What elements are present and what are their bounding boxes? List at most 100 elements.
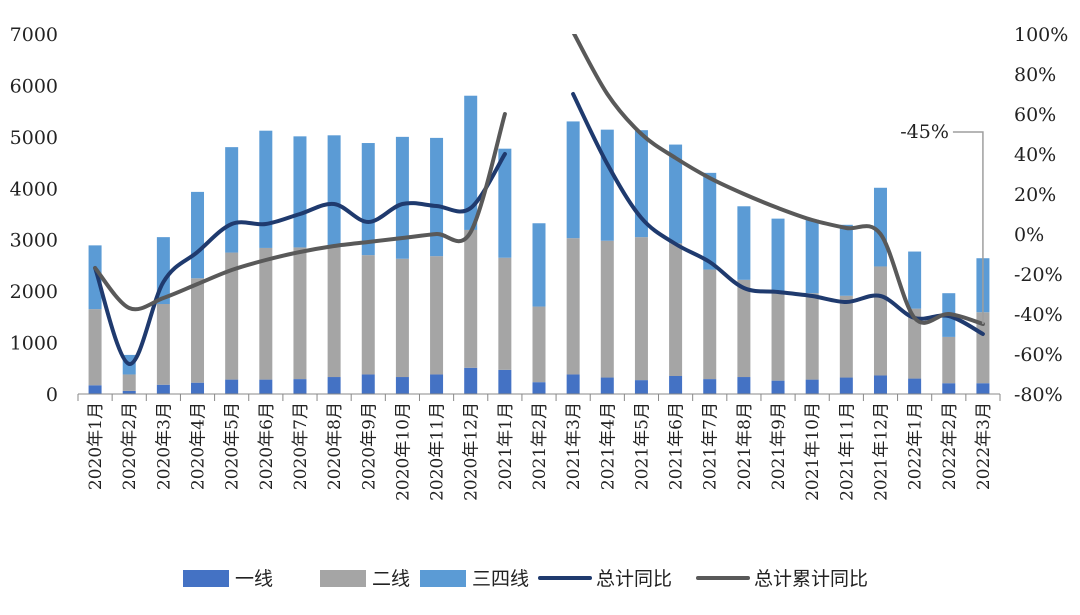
category-label: 2020年2月 [120,402,140,490]
category-label: 2021年7月 [701,402,721,490]
bar-segment [259,247,273,380]
category-label: 2021年10月 [803,402,823,501]
bar-segment [361,374,375,394]
bar-segment [908,251,922,309]
bar-segment [532,382,546,394]
category-label: 2020年1月 [86,402,106,490]
right-tick-label: 40% [1014,144,1056,166]
category-label: 2020年8月 [325,402,345,490]
bar-segment [634,237,648,381]
bar-segment [805,219,819,294]
category-label: 2020年10月 [393,402,413,501]
bar-segment [942,336,956,384]
category-label: 2021年1月 [496,402,516,490]
category-label: 2021年12月 [871,402,891,501]
bar-segment [873,375,887,394]
right-tick-label: -60% [1014,344,1063,366]
bar-segment [669,376,683,394]
category-label: 2022年3月 [974,402,994,490]
bar-segment [703,379,717,394]
bar-segment [600,240,614,378]
bar-segment [293,247,307,380]
left-tick-label: 6000 [10,75,58,97]
bar-segment [839,295,853,378]
right-tick-label: -80% [1014,384,1063,406]
bar-segment [464,229,478,368]
bar-segment [498,369,512,394]
bar-segment [361,143,375,256]
bar-segment [908,378,922,394]
bar-segment [908,308,922,379]
bar-segment [873,266,887,376]
category-label: 2020年11月 [428,402,448,501]
category-label: 2021年4月 [598,402,618,490]
bar-segment [532,306,546,383]
category-label: 2022年1月 [906,402,926,490]
bar-segment [88,245,102,310]
bar-segment [873,187,887,267]
legend-label: 二线 [372,568,410,590]
bar-segment [942,383,956,394]
right-tick-label: 20% [1014,184,1056,206]
right-tick-label: 80% [1014,64,1056,86]
left-tick-label: 2000 [10,281,58,303]
bar-segment [88,309,102,386]
category-label: 2021年8月 [735,402,755,490]
bar-segment [395,136,409,259]
bar-segment [600,377,614,394]
bar-segment [225,379,239,394]
bar-segment [293,379,307,394]
series-line [571,34,985,326]
right-tick-label: -20% [1014,264,1063,286]
left-tick-label: 4000 [10,178,58,200]
legend-label: 三四线 [472,568,529,590]
bar-segment [327,377,341,394]
bar-segment [669,144,683,244]
annotation-leader [952,131,984,324]
bar-segment [839,377,853,394]
bar-segment [737,206,751,280]
bar-segment [327,247,341,378]
bar-segment [191,278,205,383]
bar-segment [430,374,444,394]
bar-segment [430,137,444,257]
bar-segment [737,377,751,394]
category-label: 2020年4月 [189,402,209,490]
category-label: 2021年2月 [530,402,550,490]
bar-segment [703,172,717,270]
bar-segment [498,257,512,370]
bar-segment [191,382,205,394]
bar-segment [634,130,648,238]
bar-segment [566,121,580,239]
bar-segment [532,223,546,307]
bar-segment [669,243,683,376]
legend-swatch [320,570,366,587]
bar-segment [464,95,478,230]
bar-segment [566,238,580,375]
series-line [93,112,507,312]
bar-segment [839,224,853,296]
category-label: 2021年9月 [769,402,789,490]
bar-segment [122,390,136,394]
left-tick-label: 3000 [10,230,58,252]
line-layer [93,34,985,366]
bar-segment [395,377,409,394]
bar-segment [156,304,170,385]
bar-segment [771,218,785,293]
left-tick-label: 7000 [10,24,58,46]
bar-segment [361,255,375,375]
legend-label: 一线 [235,568,273,590]
category-label: 2020年9月 [359,402,379,490]
right-tick-label: 100% [1014,24,1068,46]
bar-segment [122,374,136,391]
category-label: 2021年5月 [632,402,652,490]
bar-segment [293,136,307,248]
right-tick-label: 0% [1014,224,1044,246]
annotation-label: -45% [900,121,949,143]
legend-label: 总计同比 [596,568,672,590]
bar-segment [771,380,785,394]
category-label: 2020年6月 [257,402,277,490]
right-tick-label: 60% [1014,104,1056,126]
bar-segment [600,129,614,241]
